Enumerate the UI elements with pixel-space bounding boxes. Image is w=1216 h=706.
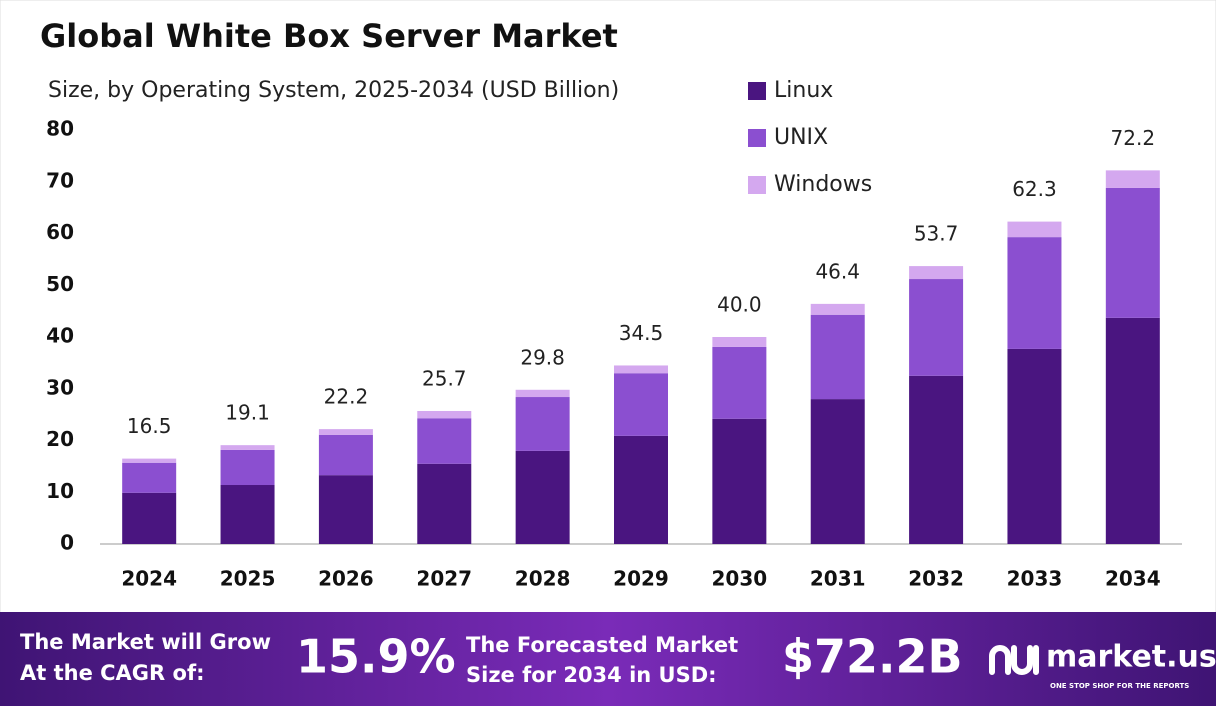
- cagr-value: 15.9%: [296, 630, 456, 684]
- x-tick-label: 2029: [613, 567, 669, 591]
- tagline: ONE STOP SHOP FOR THE REPORTS: [1050, 682, 1189, 690]
- bar-segment: [909, 279, 964, 376]
- total-label: 25.7: [422, 367, 467, 391]
- y-tick-label: 30: [46, 375, 74, 399]
- chart-title: Global White Box Server Market: [40, 17, 618, 55]
- bar-segment: [515, 450, 570, 544]
- y-tick-label: 0: [60, 531, 74, 555]
- footer-text: Size for 2034 in USD:: [466, 663, 717, 687]
- legend-swatch: [748, 82, 766, 100]
- bar-segment: [122, 492, 177, 544]
- y-tick-label: 50: [46, 272, 74, 296]
- bar-segment: [614, 373, 668, 436]
- bar-segment: [614, 365, 668, 374]
- legend-label: Windows: [774, 172, 872, 197]
- footer-text: The Market will Grow: [20, 630, 271, 654]
- x-tick-label: 2030: [712, 567, 768, 591]
- bar-segment: [318, 434, 373, 476]
- x-tick-label: 2031: [810, 567, 866, 591]
- bar-segment: [122, 458, 177, 463]
- bar-segment: [515, 397, 570, 451]
- bar-segment: [220, 449, 275, 486]
- bar-segment: [712, 418, 767, 544]
- total-label: 19.1: [225, 401, 270, 425]
- bar-segment: [417, 411, 472, 419]
- total-label: 53.7: [914, 222, 959, 246]
- bar-segment: [712, 337, 767, 347]
- footer-text: At the CAGR of:: [20, 661, 205, 685]
- bar-segment: [1105, 170, 1160, 188]
- footer: The Market will Grow At the CAGR of: 15.…: [20, 630, 1216, 691]
- total-label: 40.0: [717, 293, 762, 317]
- total-label: 46.4: [815, 259, 860, 283]
- logo: [989, 645, 1039, 675]
- total-label: 16.5: [127, 414, 172, 438]
- bar-segment: [1007, 237, 1062, 349]
- total-label: 72.2: [1111, 126, 1156, 150]
- bar-segment: [318, 475, 373, 544]
- x-tick-label: 2027: [416, 567, 472, 591]
- bar-segment: [1007, 348, 1062, 544]
- x-tick-label: 2033: [1007, 567, 1063, 591]
- x-tick-label: 2034: [1105, 567, 1161, 591]
- chart-subtitle: Size, by Operating System, 2025-2034 (US…: [48, 78, 619, 103]
- total-label: 62.3: [1012, 177, 1057, 201]
- bar-segment: [220, 485, 275, 544]
- legend-swatch: [748, 129, 766, 147]
- total-label: 22.2: [324, 385, 369, 409]
- x-tick-label: 2032: [908, 567, 964, 591]
- bar-segment: [909, 266, 964, 280]
- bar-segment: [515, 389, 570, 398]
- bar-segment: [1105, 187, 1160, 318]
- y-tick-label: 80: [46, 117, 74, 141]
- bar-segment: [810, 399, 865, 544]
- y-tick-label: 20: [46, 427, 74, 451]
- legend-label: Linux: [774, 78, 833, 103]
- y-tick-label: 60: [46, 220, 74, 244]
- bar-segment: [614, 435, 668, 544]
- bar-segment: [810, 314, 865, 400]
- bar-segment: [220, 445, 275, 450]
- y-tick-label: 40: [46, 324, 74, 348]
- bar-segment: [909, 375, 964, 544]
- x-tick-label: 2024: [121, 567, 177, 591]
- legend-swatch: [748, 176, 766, 194]
- total-label: 34.5: [619, 321, 664, 345]
- bar-segment: [712, 346, 767, 419]
- total-label: 29.8: [520, 345, 565, 369]
- bar-segment: [1105, 317, 1160, 544]
- forecast-value: $72.2B: [782, 630, 963, 684]
- bar-segment: [1007, 221, 1062, 238]
- bar-segment: [417, 418, 472, 464]
- footer-text: The Forecasted Market: [466, 633, 738, 657]
- y-tick-label: 10: [46, 479, 74, 503]
- x-tick-label: 2025: [220, 567, 276, 591]
- bar-segment: [810, 303, 865, 315]
- legend-label: UNIX: [774, 125, 828, 150]
- y-tick-label: 70: [46, 168, 74, 192]
- x-tick-label: 2028: [515, 567, 571, 591]
- bar-segment: [417, 463, 472, 544]
- bar-segment: [122, 462, 177, 493]
- x-tick-label: 2026: [318, 567, 374, 591]
- bar-segment: [318, 429, 373, 435]
- brand: market.us: [1046, 640, 1216, 675]
